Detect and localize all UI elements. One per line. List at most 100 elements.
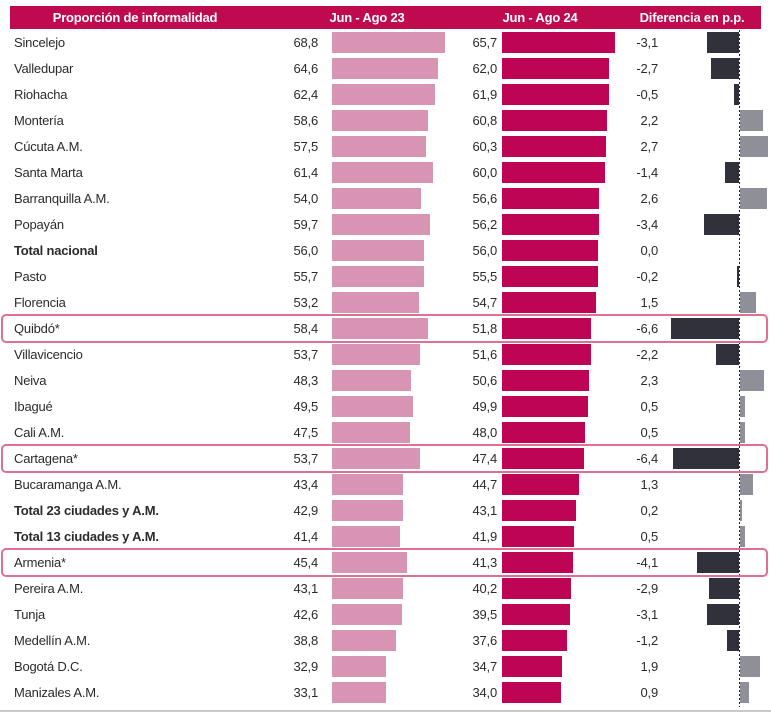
table-row: Cúcuta A.M. 57,5 60,3 2,7 (0, 134, 771, 160)
column-header-city: Proporción de informalidad (52, 10, 218, 25)
diff-value: -4,1 (636, 555, 658, 570)
bar-2024 (502, 552, 573, 573)
row-label: Florencia (14, 295, 66, 310)
value-2024: 56,6 (472, 191, 497, 206)
table-row: Tunja 42,6 39,5 -3,1 (0, 602, 771, 628)
bar-2023 (332, 110, 429, 131)
bar-2024 (502, 110, 607, 131)
diff-value: -2,2 (636, 347, 658, 362)
bar-2024 (502, 240, 599, 261)
bar-2023 (332, 136, 427, 157)
diff-value: -1,2 (636, 633, 658, 648)
diff-value: -6,6 (636, 321, 658, 336)
table-row: Armenia* 45,4 41,3 -4,1 (0, 548, 771, 577)
column-header-diff: Diferencia en p.p. (639, 10, 745, 25)
diff-bar (673, 448, 739, 469)
diff-bar (724, 162, 739, 183)
bar-2024 (502, 136, 606, 157)
diff-bar (709, 578, 739, 599)
row-label: Sincelejo (14, 35, 65, 50)
value-2024: 41,3 (472, 555, 497, 570)
table-row: Santa Marta 61,4 60,0 -1,4 (0, 160, 771, 186)
value-2024: 55,5 (472, 269, 497, 284)
table-row: Pasto 55,7 55,5 -0,2 (0, 264, 771, 290)
value-2023: 53,7 (293, 451, 318, 466)
diff-value: -1,4 (636, 165, 658, 180)
diff-value: -0,5 (636, 87, 658, 102)
bar-2024 (502, 578, 572, 599)
table-row: Popayán 59,7 56,2 -3,4 (0, 212, 771, 238)
diff-value: -3,4 (636, 217, 658, 232)
bar-2024 (502, 266, 598, 287)
bar-2024 (502, 474, 579, 495)
bar-2024 (502, 422, 585, 443)
bar-2023 (332, 370, 412, 391)
row-label: Quibdó* (14, 321, 60, 336)
row-label: Pasto (14, 269, 47, 284)
diff-bar (740, 110, 763, 131)
row-label: Total nacional (14, 243, 98, 258)
diff-value: -0,2 (636, 269, 658, 284)
bar-2024 (502, 656, 562, 677)
value-2023: 53,7 (293, 347, 318, 362)
bar-2023 (332, 214, 431, 235)
bar-2024 (502, 604, 570, 625)
row-label: Santa Marta (14, 165, 83, 180)
value-2024: 60,0 (472, 165, 497, 180)
row-label: Total 13 ciudades y A.M. (14, 529, 159, 544)
bar-2023 (332, 58, 439, 79)
value-2023: 54,0 (293, 191, 318, 206)
diff-value: -2,7 (636, 61, 658, 76)
value-2023: 41,4 (293, 529, 318, 544)
table-row: Cali A.M. 47,5 48,0 0,5 (0, 420, 771, 446)
table-row: Manizales A.M. 33,1 34,0 0,9 (0, 680, 771, 706)
diff-bar (740, 500, 743, 521)
table-row: Neiva 48,3 50,6 2,3 (0, 368, 771, 394)
value-2023: 43,4 (293, 477, 318, 492)
diff-value: 0,9 (640, 685, 659, 700)
diff-value: 1,9 (640, 659, 659, 674)
bar-2024 (502, 370, 589, 391)
column-header-2023: Jun - Ago 23 (329, 10, 405, 25)
value-2023: 57,5 (293, 139, 318, 154)
diff-baseline (739, 30, 740, 707)
diff-value: 0,0 (640, 243, 659, 258)
bar-2023 (332, 292, 420, 313)
table-row: Montería 58,6 60,8 2,2 (0, 108, 771, 134)
diff-bar (716, 344, 739, 365)
value-2023: 47,5 (293, 425, 318, 440)
row-label: Cúcuta A.M. (14, 139, 83, 154)
diff-value: 0,5 (640, 529, 659, 544)
table-row: Bucaramanga A.M. 43,4 44,7 1,3 (0, 472, 771, 498)
value-2023: 58,4 (293, 321, 318, 336)
bar-2024 (502, 292, 597, 313)
table-row: Ibagué 49,5 49,9 0,5 (0, 394, 771, 420)
value-2024: 34,0 (472, 685, 497, 700)
diff-bar (740, 136, 768, 157)
row-label: Popayán (14, 217, 64, 232)
table-row: Riohacha 62,4 61,9 -0,5 (0, 82, 771, 108)
table-row: Barranquilla A.M. 54,0 56,6 2,6 (0, 186, 771, 212)
bar-2023 (332, 474, 404, 495)
value-2024: 56,2 (472, 217, 497, 232)
value-2023: 32,9 (293, 659, 318, 674)
column-header-2024: Jun - Ago 24 (502, 10, 578, 25)
bottom-rule (0, 710, 771, 712)
diff-bar (740, 292, 756, 313)
bar-2024 (502, 448, 584, 469)
value-2024: 56,0 (472, 243, 497, 258)
value-2024: 54,7 (472, 295, 497, 310)
diff-value: -6,4 (636, 451, 658, 466)
diff-value: 0,5 (640, 425, 659, 440)
bar-2023 (332, 240, 424, 261)
value-2024: 41,9 (472, 529, 497, 544)
bar-2023 (332, 604, 402, 625)
diff-value: 2,2 (640, 113, 659, 128)
value-2023: 48,3 (293, 373, 318, 388)
bar-2023 (332, 318, 428, 339)
table-row: Florencia 53,2 54,7 1,5 (0, 290, 771, 316)
diff-value: 0,5 (640, 399, 659, 414)
value-2024: 62,0 (472, 61, 497, 76)
value-2023: 59,7 (293, 217, 318, 232)
bar-2023 (332, 188, 421, 209)
